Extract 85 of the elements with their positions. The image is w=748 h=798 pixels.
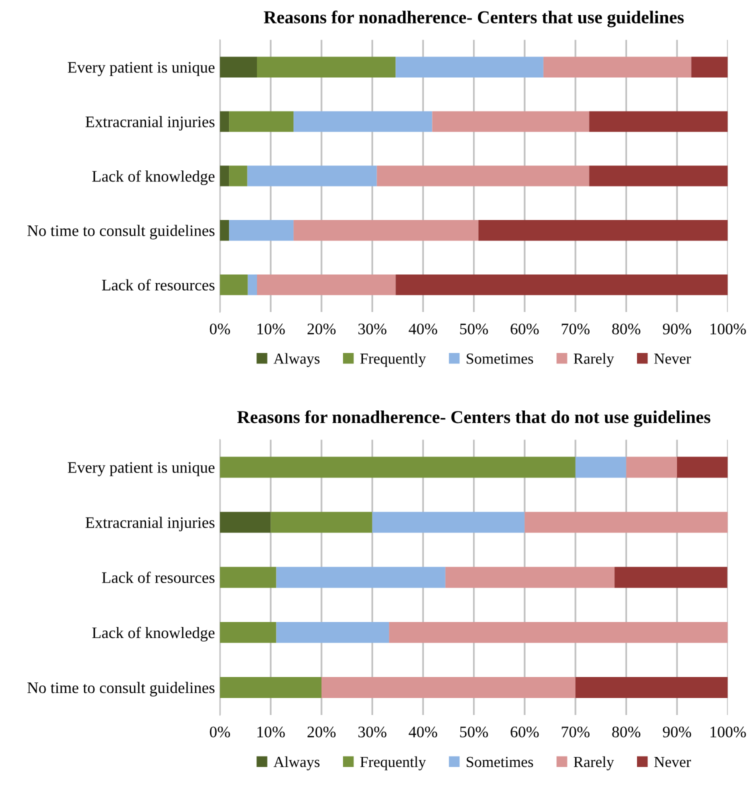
x-tick-label: 40% (408, 726, 438, 738)
bar (220, 274, 248, 296)
y-tick-label: Lack of knowledge (92, 170, 214, 186)
bar (691, 56, 728, 78)
bar (229, 111, 294, 132)
bar (220, 220, 230, 241)
x-tick-label: 30% (358, 726, 386, 738)
legend-label: Frequently (360, 756, 426, 770)
x-tick-label: 30% (358, 324, 386, 334)
bar (575, 677, 728, 698)
bar (389, 622, 728, 643)
legend-label: Frequently (360, 353, 426, 367)
chart-title: Reasons for nonadherence- Centers that use guidelines (264, 10, 684, 28)
y-tick-label: Lack of resources (102, 279, 214, 291)
legend-label: Sometimes (466, 354, 534, 364)
bar (220, 111, 230, 132)
bar (589, 111, 728, 132)
x-tick-label: 100% (710, 726, 746, 738)
x-tick-label: 80% (612, 726, 640, 738)
x-tick-label: 40% (408, 324, 438, 334)
x-tick-label: 70% (562, 324, 590, 334)
bar (220, 166, 230, 186)
bar (229, 220, 294, 241)
x-tick-label: 80% (612, 324, 640, 334)
x-tick-label: 100% (710, 324, 746, 334)
legend-label: Never (654, 756, 691, 768)
x-tick-label: 20% (308, 726, 336, 738)
bar (248, 274, 257, 296)
bar (677, 456, 728, 478)
bar (524, 512, 728, 533)
legend-label: Rarely (574, 353, 614, 367)
bar (220, 512, 271, 533)
bar (294, 220, 478, 241)
y-tick-label: Lack of resources (102, 572, 214, 584)
x-tick-label: 70% (562, 726, 590, 738)
legend-label: Rarely (574, 756, 614, 770)
bar (270, 512, 372, 533)
legend-label: Always (274, 353, 320, 367)
bar (478, 220, 728, 241)
bar (247, 166, 377, 186)
chart-title: Reasons for nonadherence- Centers that do not use guidelines (237, 410, 710, 428)
bar (276, 622, 390, 643)
y-tick-label: Every patient is unique (68, 62, 214, 76)
x-tick-label: 50% (460, 726, 488, 738)
legend-label: Sometimes (466, 756, 534, 768)
bar (220, 622, 276, 643)
bar (543, 56, 692, 78)
x-tick-label: 20% (308, 324, 336, 334)
bar (396, 274, 728, 296)
bar (445, 566, 615, 588)
x-tick-label: 10% (257, 726, 285, 738)
x-tick-label: 60% (510, 726, 539, 738)
bar (220, 677, 322, 698)
bar (256, 56, 396, 78)
bar (256, 274, 396, 296)
bar (575, 456, 626, 478)
bar (276, 566, 446, 588)
legend-label: Never (654, 354, 691, 364)
bar (626, 456, 678, 478)
x-tick-label: 10% (257, 324, 285, 334)
x-tick-label: 0% (210, 324, 230, 334)
bar (372, 512, 525, 533)
bar (229, 166, 248, 186)
y-tick-label: Every patient is unique (68, 462, 214, 476)
y-tick-label: Lack of knowledge (92, 626, 214, 642)
y-tick-label: No time to consult guidelines (27, 682, 214, 696)
x-tick-label: 60% (510, 324, 539, 334)
y-tick-label: Extracranial injuries (86, 516, 214, 532)
bar (614, 566, 728, 588)
bar (220, 56, 257, 78)
bar (220, 566, 276, 588)
bar (294, 111, 432, 132)
bar (396, 56, 544, 78)
bar (321, 677, 576, 698)
x-tick-label: 90% (662, 726, 692, 738)
x-tick-label: 90% (662, 324, 692, 334)
x-tick-label: 50% (460, 324, 488, 334)
bar (376, 166, 590, 186)
bar (589, 166, 728, 186)
legend-label: Always (274, 756, 320, 770)
y-tick-label: No time to consult guidelines (27, 224, 214, 240)
bar (432, 111, 590, 132)
bar (220, 456, 576, 478)
x-tick-label: 0% (210, 726, 230, 738)
y-tick-label: Extracranial injuries (86, 116, 214, 130)
